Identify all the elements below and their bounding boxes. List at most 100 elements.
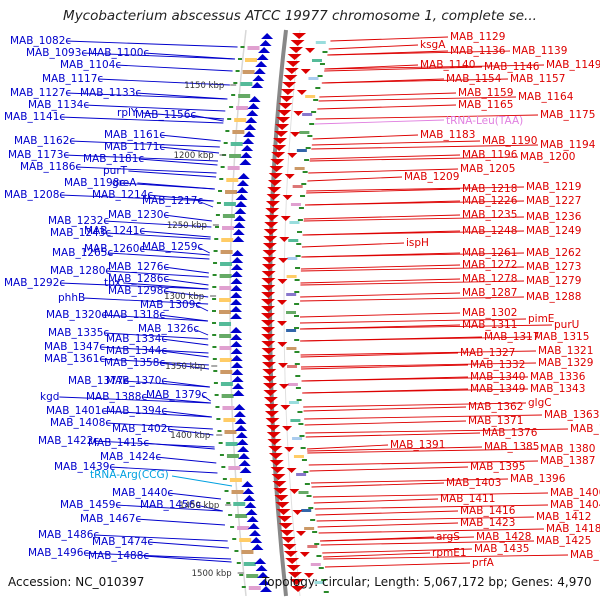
right-gene-label: MAB_1321 <box>538 345 593 357</box>
green-tick <box>239 574 244 576</box>
feature-tile <box>286 329 297 332</box>
right-leader-line <box>324 64 545 70</box>
minus-feature-arrow <box>231 257 244 263</box>
left-leader-line <box>123 282 209 290</box>
left-leader-line <box>163 266 209 274</box>
green-tick <box>304 483 310 485</box>
green-tick <box>236 562 241 564</box>
plus-feature-arrow <box>277 300 288 305</box>
minus-feature-arrow <box>259 40 272 46</box>
feature-tile <box>226 178 239 182</box>
left-leader-line <box>115 64 233 72</box>
left-gene-label: MAB_1388c <box>86 391 147 403</box>
green-tick <box>227 118 232 120</box>
plus-feature-arrow <box>261 348 276 354</box>
plus-feature-arrow <box>277 363 288 368</box>
plus-feature-arrow <box>283 75 298 81</box>
right-leader-line <box>300 264 461 270</box>
green-tick <box>315 87 321 89</box>
right-leader-line <box>300 292 461 298</box>
trna-leu-leader-line <box>314 119 445 125</box>
feature-tile <box>304 527 315 530</box>
plus-feature-arrow <box>261 264 276 270</box>
right-gene-label: MAB_1288 <box>526 291 581 303</box>
plus-feature-arrow <box>268 446 283 452</box>
left-leader-line <box>105 270 209 278</box>
right-leader-line <box>312 134 419 140</box>
left-leader-line <box>159 146 220 154</box>
right-leader-line <box>320 540 535 546</box>
right-gene-label: argS <box>436 531 460 543</box>
left-gene-label: MAB_1259c <box>142 241 203 253</box>
right-leader-line <box>305 432 481 438</box>
left-leader-line <box>135 92 228 100</box>
trna-arg-leader-line <box>171 475 233 487</box>
feature-tile <box>233 502 246 506</box>
right-gene-label: MAB_1311 <box>462 319 517 331</box>
plus-feature-arrow <box>262 369 277 375</box>
right-leader-line <box>302 230 525 236</box>
minus-feature-arrow <box>247 103 260 109</box>
right-leader-line <box>303 406 467 412</box>
right-gene-label: MAB_1205 <box>460 163 515 175</box>
right-leader-line <box>315 510 459 516</box>
trna-leu-label: tRNA-Leu(TAA) <box>446 115 523 127</box>
right-leader-line <box>301 242 405 248</box>
feature-tile <box>221 238 234 242</box>
minus-feature-arrow <box>251 544 264 550</box>
green-tick <box>301 459 307 461</box>
plus-feature-arrow <box>281 537 296 543</box>
feature-tile <box>241 550 254 554</box>
right-gene-label: MAB_1412 <box>536 511 591 523</box>
plus-feature-arrow <box>282 426 293 431</box>
minus-feature-arrow <box>258 47 271 53</box>
trna-arg-label: tRNA-Arg(CCG) <box>90 469 169 481</box>
green-tick <box>213 382 218 384</box>
left-leader-line <box>143 555 232 563</box>
feature-tile <box>296 149 307 152</box>
right-leader-line <box>303 216 525 222</box>
left-leader-line <box>163 278 209 286</box>
right-gene-label: MAB_1190 <box>482 135 537 147</box>
right-leader-line <box>309 156 519 162</box>
green-tick <box>228 514 233 516</box>
left-gene-label: MAB_1133c <box>80 87 141 99</box>
green-tick <box>219 178 224 180</box>
left-leader-line <box>59 194 214 202</box>
right-gene-label: MAB_1362 <box>468 401 523 413</box>
plus-feature-arrow <box>262 257 277 263</box>
right-gene-label: MAB_1227 <box>526 195 581 207</box>
left-leader-line <box>101 314 209 322</box>
left-leader-line <box>155 456 217 464</box>
green-tick <box>237 58 242 60</box>
right-leader-line <box>305 200 525 206</box>
left-leader-line <box>138 158 218 166</box>
left-gene-label: MAB_1334c <box>106 333 167 345</box>
left-gene-label: MAB_1408c <box>50 417 111 429</box>
right-leader-lines <box>299 36 569 568</box>
feature-tile <box>289 401 300 404</box>
plus-feature-arrow <box>300 69 311 74</box>
green-tick <box>312 531 318 533</box>
green-tick <box>300 195 306 197</box>
left-leader-line <box>195 304 209 312</box>
left-leader-line <box>159 362 210 370</box>
feature-tile <box>236 106 249 110</box>
left-gene-label: MAB_1117c <box>42 73 103 85</box>
minus-feature-arrow <box>231 369 244 375</box>
green-tick <box>297 231 303 233</box>
plus-feature-arrow <box>261 292 276 298</box>
minus-feature-arrow <box>246 110 259 116</box>
left-gene-label: MAB_1243c <box>50 227 111 239</box>
feature-tile <box>222 406 235 410</box>
left-gene-label: MAB_1292c <box>4 277 65 289</box>
green-tick <box>294 327 300 329</box>
minus-feature-arrow <box>230 341 243 347</box>
left-leader-line <box>161 380 210 388</box>
minus-feature-arrow <box>230 362 243 368</box>
green-tick <box>323 591 329 593</box>
right-leader-line <box>300 278 461 284</box>
right-gene-label: MAB_1164 <box>518 91 574 103</box>
green-tick <box>235 70 240 72</box>
plus-feature-arrow <box>280 216 291 221</box>
